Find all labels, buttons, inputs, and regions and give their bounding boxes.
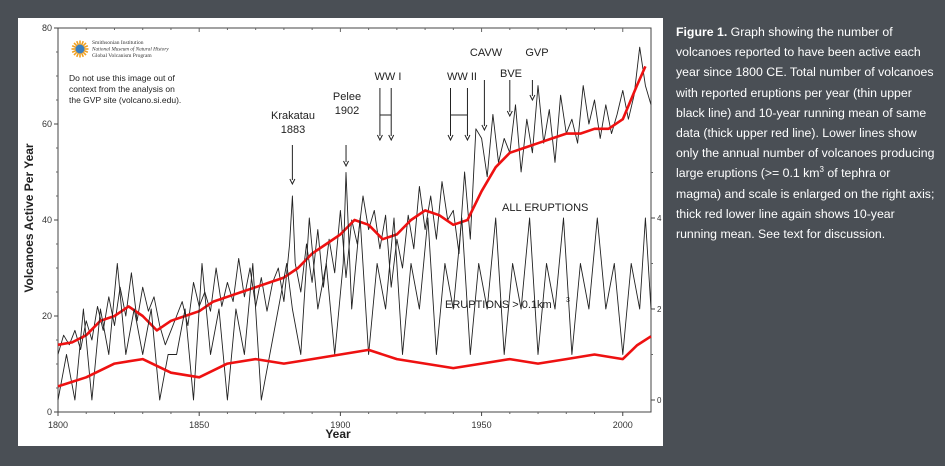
logo-sun-ray [80,52,84,58]
annotation-bve-arrow-head [506,110,513,118]
annotation-bve-label: BVE [500,68,522,80]
usage-notice-line: the GVP site (volcano.si.edu). [69,95,181,105]
logo-sun-ray [71,49,77,53]
logo-sun-ray [71,45,77,49]
y-tick-label: 60 [42,119,52,129]
right-tick-label: 4 [657,214,662,223]
y-tick-label: 0 [47,407,52,417]
x-tick-label: 2000 [613,420,633,430]
logo-sun-ray [73,51,78,56]
annotation-pelee-label: Pelee [333,91,361,103]
logo-sun-ray [83,45,89,49]
annotation-gvp-label: GVP [525,47,548,59]
annotation-krakatau-label: 1883 [281,124,305,136]
annotation-cavw-arrow-head [481,124,488,132]
annotation-krakatau-label: Krakatau [271,110,315,122]
logo-sun-ray [73,42,78,47]
large-eruptions-mean-line [57,335,652,388]
x-tick-label: 1900 [330,420,350,430]
caption-text-part1: Graph showing the number of volcanoes re… [676,25,935,181]
annotation-gvp-arrow-head [529,94,536,102]
right-tick-label: 2 [657,305,662,314]
chart-panel: 1800 1850 1900 1950 2000 0 20 40 60 80 0 2 4 Year Volc… [18,18,663,446]
y-tick-label: 40 [42,215,52,225]
logo-sun-ray [76,52,80,58]
annotation-ww2-start-arrow-head [447,134,454,142]
x-tick-label: 1950 [472,420,492,430]
annotation-pelee-arrow-head [343,160,349,168]
annotation-ww1-label: WW I [375,71,402,83]
all-eruptions-annual-line [57,46,652,355]
annotation-cavw-label: CAVW [470,47,503,59]
y-tick-label: 80 [42,23,52,33]
usage-notice-line: context from the analysis on [69,84,175,94]
series-label-large-eruptions: ERUPTIONS > 0.1km [445,299,552,311]
series-label-all-eruptions: ALL ERUPTIONS [502,202,588,214]
logo-sun-ray [82,42,87,47]
logo-sun-ray [82,51,87,56]
logo-sun-ray [76,40,80,46]
annotation-ww2-label: WW II [447,71,477,83]
annotation-ww1-start-arrow-head [376,134,383,142]
annotation-pelee-label: 1902 [335,105,359,117]
eruptions-chart: 1800 1850 1900 1950 2000 0 20 40 60 80 0 2 4 Year Volc… [22,23,662,441]
annotation-ww2-end-arrow-head [464,134,471,142]
y-axis-title: Volcanoes Active Per Year [22,143,36,293]
caption-superscript: 3 [819,165,824,175]
caption-label: Figure 1. [676,25,728,39]
logo-sun-core [75,44,85,54]
large-eruptions-annual-line [57,172,652,401]
annotation-krakatau-arrow-head [289,178,296,186]
logo-text-line: Global Volcanism Program [92,53,152,59]
figure-caption: Figure 1. Graph showing the number of vo… [676,22,938,244]
usage-notice-line: Do not use this image out of [69,73,175,83]
all-eruptions-mean-line [57,65,647,347]
y-tick-label: 20 [42,311,52,321]
x-axis-title: Year [325,427,351,441]
logo-text-line: National Museum of Natural History [91,46,169,53]
right-tick-label: 0 [657,396,662,405]
annotation-ww1-end-arrow-head [388,134,395,142]
logo-sun-ray [80,40,84,46]
series-label-large-eruptions-sup: 3 [566,297,570,304]
logo-sun-ray [83,49,89,53]
x-tick-label: 1800 [48,420,68,430]
x-tick-label: 1850 [189,420,209,430]
logo-text-line: Smithsonian Institution [92,40,144,46]
caption-text-part2: of tephra or magma) and scale is enlarge… [676,166,935,242]
